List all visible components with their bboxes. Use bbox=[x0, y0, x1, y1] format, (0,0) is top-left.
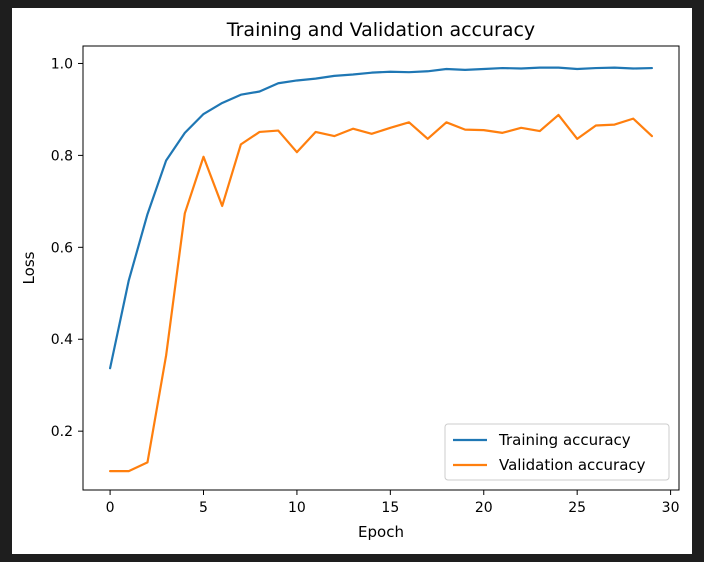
y-tick-label: 0.4 bbox=[51, 332, 73, 348]
y-tick-label: 0.6 bbox=[51, 240, 73, 256]
x-tick-label: 15 bbox=[381, 500, 399, 516]
y-axis-label: Loss bbox=[20, 251, 38, 284]
y-axis: 0.2 0.4 0.6 0.8 1.0 bbox=[51, 56, 83, 440]
series-line-training bbox=[108, 66, 654, 370]
x-tick-label: 10 bbox=[288, 500, 306, 516]
legend-box bbox=[444, 423, 670, 481]
x-axis-label: Epoch bbox=[358, 523, 404, 541]
y-tick-label: 0.8 bbox=[51, 148, 73, 164]
series-layer bbox=[108, 66, 654, 473]
x-axis: 0 5 10 15 20 25 30 bbox=[106, 490, 680, 516]
chart-title: Training and Validation accuracy bbox=[226, 19, 535, 41]
legend: Training accuracy Validation accuracy bbox=[444, 423, 670, 481]
x-tick-label: 0 bbox=[106, 500, 115, 516]
x-tick-label: 30 bbox=[662, 500, 680, 516]
series-line-validation bbox=[108, 113, 654, 473]
y-tick-label: 0.2 bbox=[51, 424, 73, 440]
y-tick-label: 1.0 bbox=[51, 56, 73, 72]
legend-entry: Validation accuracy bbox=[499, 456, 646, 474]
x-tick-label: 20 bbox=[475, 500, 493, 516]
accuracy-chart: Training and Validation accuracy 0 5 10 15 2… bbox=[20, 19, 680, 541]
figure-canvas: Training and Validation accuracy 0 5 10 15 2… bbox=[12, 8, 692, 554]
legend-entry: Training accuracy bbox=[498, 431, 631, 449]
plot-frame bbox=[82, 45, 680, 491]
x-tick-label: 5 bbox=[199, 500, 208, 516]
x-tick-label: 25 bbox=[568, 500, 586, 516]
